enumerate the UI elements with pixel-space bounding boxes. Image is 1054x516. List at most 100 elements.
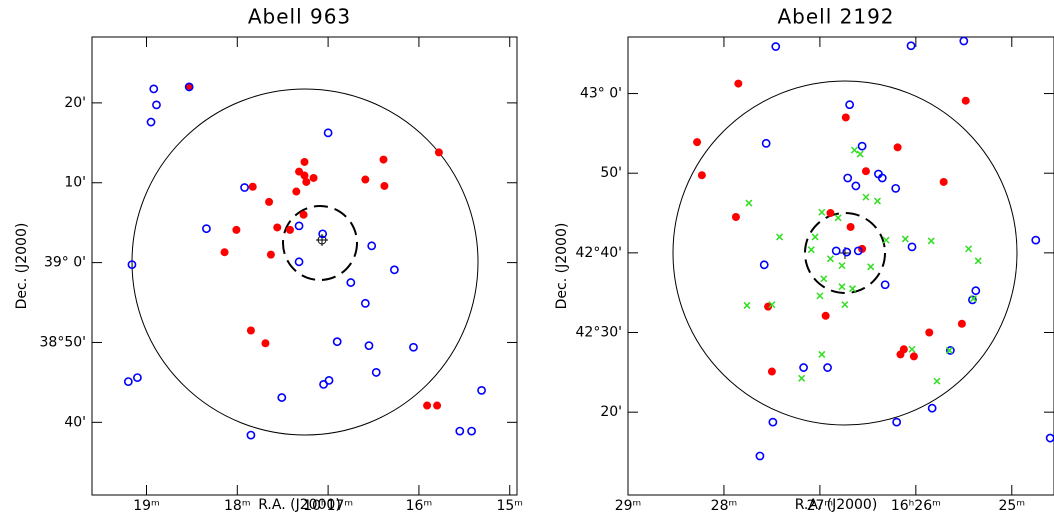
point — [838, 283, 846, 291]
plot-frame — [627, 36, 1054, 496]
point — [893, 143, 902, 152]
point — [850, 146, 858, 154]
point — [380, 181, 389, 190]
x-tick-label: 29ᵐ — [615, 498, 642, 514]
point — [798, 374, 806, 382]
point — [294, 221, 304, 231]
y-tick-label: 42°30' — [576, 325, 622, 341]
x-axis-label: R.A. (J2000) — [258, 497, 341, 513]
point — [807, 246, 815, 254]
point — [880, 280, 890, 290]
point — [409, 342, 418, 352]
point — [323, 128, 333, 138]
point — [300, 157, 309, 166]
point — [826, 255, 834, 263]
y-tick-label: 42°40' — [576, 245, 622, 261]
point — [185, 82, 194, 91]
point — [846, 222, 855, 231]
point — [1031, 235, 1041, 245]
point — [853, 246, 863, 256]
point — [882, 236, 890, 244]
center-circle — [317, 235, 327, 245]
point — [816, 292, 824, 300]
point — [759, 260, 769, 270]
point — [891, 183, 901, 193]
point — [265, 197, 274, 206]
point — [364, 341, 374, 351]
point — [899, 345, 908, 354]
point — [945, 346, 953, 354]
point — [246, 326, 255, 335]
point — [971, 286, 981, 296]
point — [823, 363, 832, 372]
point — [969, 295, 977, 303]
point — [246, 430, 256, 440]
x-tick-label: 27ᵐ — [807, 498, 834, 514]
point — [1045, 433, 1054, 443]
point — [927, 403, 937, 413]
point — [277, 393, 287, 402]
x-tick-label: 19ᵐ — [133, 498, 160, 514]
point — [841, 301, 849, 309]
point — [324, 376, 334, 385]
point — [959, 36, 969, 46]
y-tick-label: 20' — [64, 95, 86, 111]
point — [261, 339, 270, 348]
point — [818, 208, 826, 216]
point — [133, 373, 142, 383]
point — [768, 417, 778, 427]
point — [390, 265, 399, 275]
point — [799, 363, 808, 372]
point — [862, 193, 870, 201]
point — [771, 42, 781, 51]
point — [841, 113, 850, 122]
point — [248, 182, 257, 191]
x-tick-label: 18ᵐ — [224, 498, 251, 514]
point — [302, 177, 311, 186]
point — [184, 82, 194, 92]
point — [856, 150, 864, 158]
point — [319, 379, 328, 389]
chart-title: Abell 2192 — [777, 5, 894, 29]
point — [909, 352, 918, 361]
point — [433, 401, 442, 410]
point — [423, 401, 432, 410]
point — [467, 426, 476, 436]
point — [379, 155, 388, 164]
point — [838, 262, 846, 270]
y-axis-label: Dec. (J2000) — [554, 223, 570, 310]
point — [939, 177, 948, 186]
point — [299, 210, 308, 219]
point — [455, 426, 465, 436]
y-tick-label: 50' — [600, 165, 622, 181]
point — [332, 337, 342, 347]
point — [292, 187, 301, 196]
point — [309, 173, 318, 182]
x-tick-label: 10ʰ17ᵐ — [303, 498, 353, 514]
point — [811, 233, 819, 241]
y-tick-label: 10' — [64, 175, 86, 191]
point — [149, 84, 159, 94]
point — [901, 235, 909, 243]
point — [764, 302, 773, 311]
plot-frame — [91, 36, 518, 496]
point — [361, 175, 370, 184]
point — [892, 417, 902, 427]
point — [755, 451, 765, 461]
point — [834, 214, 842, 222]
point — [360, 298, 370, 308]
x-axis-label: R.A. (J2000) — [795, 497, 878, 513]
point — [734, 79, 743, 88]
point — [925, 328, 934, 337]
point — [845, 100, 855, 110]
point — [346, 278, 356, 287]
point — [152, 100, 161, 110]
point — [818, 350, 826, 358]
point — [861, 167, 870, 176]
point — [933, 377, 941, 385]
point — [285, 225, 294, 234]
point — [842, 247, 852, 257]
point — [907, 242, 917, 252]
point — [906, 41, 916, 51]
